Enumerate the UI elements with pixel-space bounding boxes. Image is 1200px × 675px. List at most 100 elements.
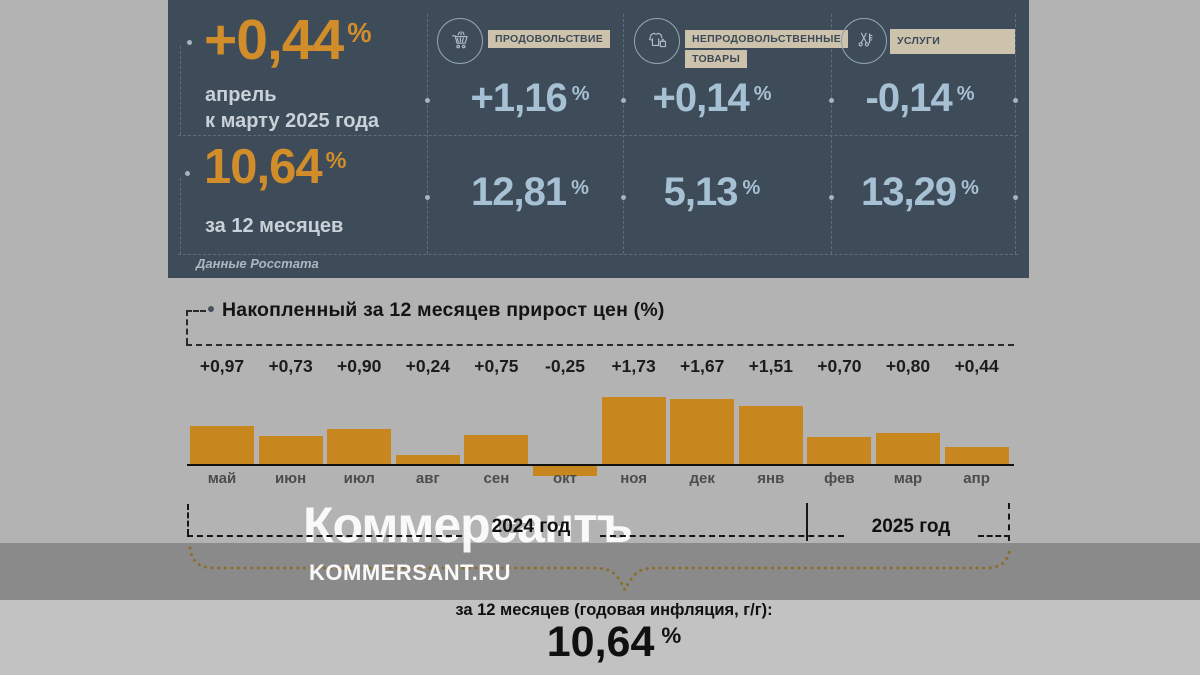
bar-ноя bbox=[601, 397, 666, 464]
services-annual-value: 13,29% bbox=[820, 172, 1020, 212]
bar-фев bbox=[807, 436, 872, 464]
bar-month-label: июн bbox=[275, 470, 307, 487]
percent-sign: % bbox=[753, 83, 772, 105]
services-category-badge: УСЛУГИ bbox=[890, 29, 1015, 54]
connector-dot bbox=[187, 40, 192, 45]
percent-sign: % bbox=[571, 177, 589, 199]
food-category-badge: ПРОДОВОЛЬСТВИЕ bbox=[488, 29, 611, 49]
connector-dot bbox=[425, 98, 430, 103]
bar-month-label: апр bbox=[963, 470, 990, 487]
bar-янв bbox=[738, 405, 803, 464]
bar-value-label: +0,70 bbox=[817, 356, 862, 376]
connector-dot bbox=[829, 98, 834, 103]
value-text: +0,14 bbox=[652, 76, 749, 120]
bar-value-label: +0,80 bbox=[885, 356, 931, 376]
bar-value-label: +0,75 bbox=[474, 356, 519, 376]
bottom-strip bbox=[0, 600, 1200, 675]
panel-edge-dash bbox=[180, 46, 181, 135]
bar-month-label: ноя bbox=[620, 470, 647, 487]
connector-dot bbox=[621, 195, 626, 200]
connector-dot bbox=[1013, 98, 1018, 103]
title-connector-line bbox=[186, 310, 188, 344]
panel-row-divider bbox=[178, 135, 1018, 136]
panel-footer-divider bbox=[178, 254, 1018, 255]
value-text: 13,29 bbox=[861, 170, 957, 214]
bar-value-label: +0,44 bbox=[954, 356, 999, 376]
title-connector-line bbox=[186, 310, 206, 312]
year-bracket-line bbox=[600, 535, 844, 537]
bar-май bbox=[190, 426, 254, 464]
percent-sign: % bbox=[961, 177, 979, 199]
monthly-inflation-headline: +0,44% bbox=[204, 12, 372, 69]
annual-inflation-value: 10,64 bbox=[204, 140, 323, 194]
bar-month-label: мар bbox=[893, 470, 923, 487]
food-annual-value: 12,81% bbox=[430, 172, 630, 212]
nonfood-annual-value: 5,13% bbox=[612, 172, 812, 212]
annual-inflation-annotation-value: 10,64% bbox=[364, 618, 864, 666]
percent-sign: % bbox=[571, 83, 590, 105]
bar-авг bbox=[395, 454, 460, 464]
monthly-inflation-caption: апрель к марту 2025 года bbox=[205, 82, 379, 134]
bar-month-label: май bbox=[207, 470, 237, 487]
chart-title: Накопленный за 12 месяцев прирост цен (%… bbox=[222, 299, 665, 321]
bar-value-label: +1,73 bbox=[611, 356, 656, 376]
bar-month-label: авг bbox=[415, 470, 440, 487]
cart-icon bbox=[452, 31, 468, 49]
bar-сен bbox=[464, 434, 529, 464]
nonfood-category-badge: НЕПРОДОВОЛЬСТВЕННЫЕ ТОВАРЫ bbox=[685, 29, 849, 69]
data-source-note: Данные Росстата bbox=[196, 256, 319, 271]
bar-month-label: июл bbox=[343, 470, 375, 487]
panel-edge-dash bbox=[180, 178, 181, 254]
services-monthly-value: -0,14% bbox=[820, 78, 1020, 118]
connector-dot bbox=[425, 195, 430, 200]
chart-baseline bbox=[187, 464, 1014, 466]
bar-value-label: +0,90 bbox=[337, 356, 382, 376]
bar-month-label: дек bbox=[689, 470, 715, 487]
bar-окт bbox=[533, 466, 597, 476]
bar-июн bbox=[258, 435, 323, 464]
panel-column-divider bbox=[623, 14, 624, 254]
bar-month-label: фев bbox=[824, 470, 855, 487]
bar-value-label: +0,24 bbox=[405, 356, 450, 376]
annual-inflation-headline: 10,64% bbox=[204, 143, 347, 192]
connector-dot bbox=[1013, 195, 1018, 200]
bar-value-label: +1,67 bbox=[680, 356, 725, 376]
nonfood-category-icon-circle bbox=[634, 18, 680, 64]
caption-line: апрель bbox=[205, 84, 277, 106]
value-text: -0,14 bbox=[865, 76, 953, 120]
value-text: 10,64 bbox=[546, 618, 655, 666]
panel-column-divider bbox=[831, 14, 832, 254]
value-text: 12,81 bbox=[471, 170, 567, 214]
kommersant-site-watermark: KOMMERSANT.RU bbox=[309, 560, 512, 585]
annual-inflation-annotation-caption: за 12 месяцев (годовая инфляция, г/г): bbox=[455, 601, 773, 619]
percent-sign: % bbox=[661, 622, 682, 648]
panel-column-divider bbox=[427, 14, 428, 254]
services-category-label: УСЛУГИ bbox=[890, 29, 1015, 54]
panel-column-divider bbox=[1015, 14, 1016, 254]
bar-дек bbox=[670, 399, 735, 464]
bar-value-label: +1,51 bbox=[748, 356, 793, 376]
inflation-summary-panel: +0,44% апрель к марту 2025 года 10,64% з… bbox=[168, 0, 1029, 278]
year-bracket-tick-left bbox=[187, 504, 189, 535]
monthly-inflation-value: +0,44 bbox=[204, 8, 344, 72]
caption-line: к марту 2025 года bbox=[205, 110, 380, 132]
nonfood-monthly-value: +0,14% bbox=[612, 78, 812, 118]
percent-sign: % bbox=[347, 17, 372, 49]
bar-month-label: янв bbox=[757, 470, 785, 487]
food-monthly-value: +1,16% bbox=[430, 78, 630, 118]
watermark-band bbox=[0, 543, 1200, 600]
bar-мар bbox=[876, 433, 940, 464]
connector-dot bbox=[829, 195, 834, 200]
services-category-icon-circle bbox=[841, 18, 887, 64]
bar-value-label: +0,73 bbox=[268, 356, 313, 376]
connector-dot bbox=[185, 171, 190, 176]
clothes-icon bbox=[649, 32, 667, 48]
annual-inflation-caption: за 12 месяцев bbox=[205, 215, 344, 237]
bar-value-label: +0,97 bbox=[199, 356, 245, 376]
bar-июл bbox=[327, 429, 392, 464]
percent-sign: % bbox=[325, 147, 347, 174]
bar-month-label: окт bbox=[552, 470, 578, 487]
nonfood-category-label: НЕПРОДОВОЛЬСТВЕННЫЕ ТОВАРЫ bbox=[685, 30, 849, 68]
kommersant-watermark: Коммерсантъ bbox=[303, 497, 633, 553]
